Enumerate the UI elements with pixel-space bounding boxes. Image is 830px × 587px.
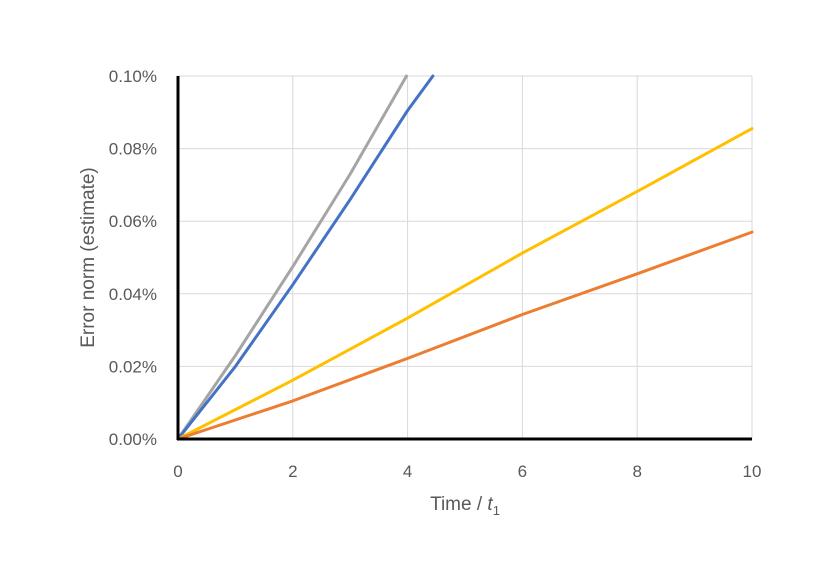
x-axis-title-text: Time / [430,494,487,515]
y-tick-label: 0.10% [109,67,157,86]
y-tick-label: 0.06% [109,212,157,231]
x-tick-label: 6 [518,462,527,481]
axes [176,76,752,441]
series-lines [176,74,754,441]
y-tick-label: 0.08% [109,140,157,159]
series-line-3 [176,127,754,441]
series-line-2 [176,74,435,441]
x-axis-title-variable: t [487,494,493,515]
x-tick-label: 0 [173,462,182,481]
x-tick-labels: 0 2 4 6 8 10 [173,462,761,481]
y-tick-labels: 0.00% 0.02% 0.04% 0.06% 0.08% 0.10% [109,67,157,449]
x-axis-title: Time / t1 [430,494,500,518]
y-tick-label: 0.02% [109,357,157,376]
x-tick-label: 4 [403,462,412,481]
gridlines [178,75,753,439]
series-line-1 [176,74,408,441]
x-tick-label: 2 [288,462,297,481]
y-tick-label: 0.04% [109,285,157,304]
y-axis-title: Error norm (estimate) [78,167,99,348]
series-line-4 [176,230,754,441]
x-tick-label: 8 [632,462,641,481]
x-tick-label: 10 [743,462,762,481]
y-tick-label: 0.00% [109,430,157,449]
x-axis-title-subscript: 1 [493,503,500,518]
